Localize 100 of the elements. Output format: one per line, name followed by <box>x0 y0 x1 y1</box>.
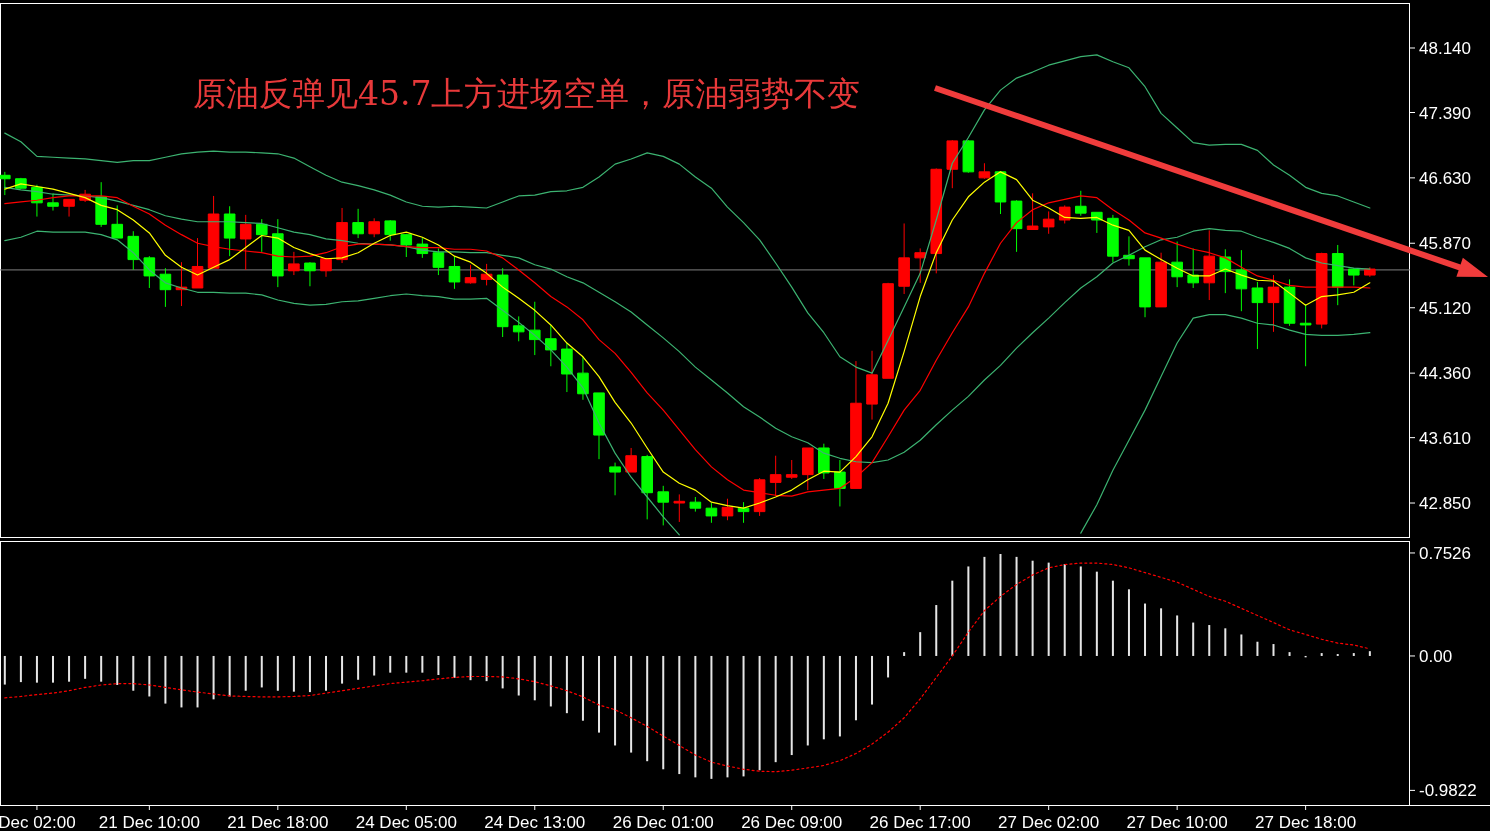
candlestick <box>561 342 573 393</box>
candlestick <box>159 267 172 308</box>
bar <box>903 652 906 656</box>
candlestick <box>1283 278 1296 327</box>
bar <box>1079 566 1082 656</box>
candlestick <box>1107 214 1119 263</box>
candlestick <box>641 454 653 520</box>
candlestick <box>882 282 894 379</box>
bar <box>325 655 327 691</box>
candlestick <box>1331 244 1344 306</box>
bar <box>308 655 311 693</box>
bar <box>132 655 135 691</box>
bar <box>84 655 87 679</box>
bar <box>533 655 536 701</box>
bar <box>68 655 71 682</box>
candlestick <box>946 139 959 189</box>
bar <box>871 655 874 705</box>
candlestick <box>480 263 493 286</box>
bar <box>212 655 215 700</box>
y-tick-label: 47.390 <box>1419 103 1471 123</box>
candlestick <box>63 198 75 218</box>
candlestick <box>818 443 830 480</box>
bar <box>453 655 456 678</box>
bar <box>1144 603 1147 656</box>
y-tick-label: 43.610 <box>1419 428 1471 448</box>
y-tick-label: 42.850 <box>1419 494 1471 514</box>
bar <box>1047 562 1050 656</box>
x-tick-label: 24 Dec 05:00 <box>355 813 457 831</box>
bar <box>19 655 22 683</box>
bar <box>1015 556 1018 656</box>
y-tick-label: 0.7526 <box>1419 543 1471 563</box>
bar <box>164 655 167 704</box>
candlestick <box>320 257 332 278</box>
bar <box>598 655 601 733</box>
candlestick <box>0 171 11 196</box>
candlestick <box>1010 199 1023 253</box>
bar <box>967 566 970 656</box>
bar <box>662 655 665 770</box>
bar <box>1320 653 1323 656</box>
candlestick <box>1058 204 1071 224</box>
bar <box>822 655 825 740</box>
candlestick <box>1235 249 1248 312</box>
bar <box>469 655 472 681</box>
candlestick <box>1042 210 1055 235</box>
bar <box>694 655 697 778</box>
candlestick <box>850 360 862 489</box>
candlestick <box>223 205 236 257</box>
bar <box>742 655 745 777</box>
candlestick <box>255 218 268 253</box>
y-tick-label: 46.630 <box>1419 168 1471 188</box>
bar <box>485 655 488 682</box>
bar <box>148 655 151 697</box>
bar <box>1288 652 1291 656</box>
x-tick-label: 21 Dec 10:00 <box>98 813 200 831</box>
bar <box>1063 563 1066 656</box>
candlestick <box>1315 252 1328 329</box>
candlestick <box>898 222 910 295</box>
candlestick <box>1267 274 1280 333</box>
bar <box>180 655 183 708</box>
bar <box>887 655 890 678</box>
bar <box>1127 589 1130 656</box>
bar <box>838 655 841 737</box>
candlestick <box>47 192 59 212</box>
candlestick <box>1364 266 1376 278</box>
candlestick <box>930 167 943 274</box>
bar <box>1208 625 1211 656</box>
bar <box>421 655 424 673</box>
bar <box>1095 571 1098 656</box>
bar <box>790 655 793 756</box>
candlestick <box>962 139 975 174</box>
bar <box>1256 641 1259 656</box>
bar <box>758 655 761 771</box>
candlestick <box>721 498 734 521</box>
bar <box>919 632 922 656</box>
candlestick <box>866 350 878 421</box>
bar <box>52 655 54 683</box>
candlestick <box>111 204 124 239</box>
candlestick <box>384 219 397 242</box>
bar <box>405 655 408 673</box>
bar <box>437 655 440 675</box>
bar <box>373 655 376 676</box>
bar <box>1368 651 1371 656</box>
bar <box>116 655 119 685</box>
bar <box>854 655 857 721</box>
candlestick <box>1155 252 1167 308</box>
x-tick-label: 21 Dec 18:00 <box>227 813 329 831</box>
bar <box>244 655 247 691</box>
candlestick <box>448 255 461 290</box>
candlestick <box>673 493 686 523</box>
bar <box>228 655 231 697</box>
candlestick <box>593 392 605 460</box>
candlestick <box>352 208 364 239</box>
candlestick <box>288 251 300 276</box>
bar <box>3 655 6 685</box>
bar <box>1352 653 1355 656</box>
y-tick-label: 44.360 <box>1419 364 1471 384</box>
annotation: 原油反弹见45.7上方进场空单，原油弱势不变 <box>193 74 861 113</box>
line-series <box>4 54 1371 374</box>
bar <box>614 655 617 746</box>
bar <box>630 655 633 753</box>
